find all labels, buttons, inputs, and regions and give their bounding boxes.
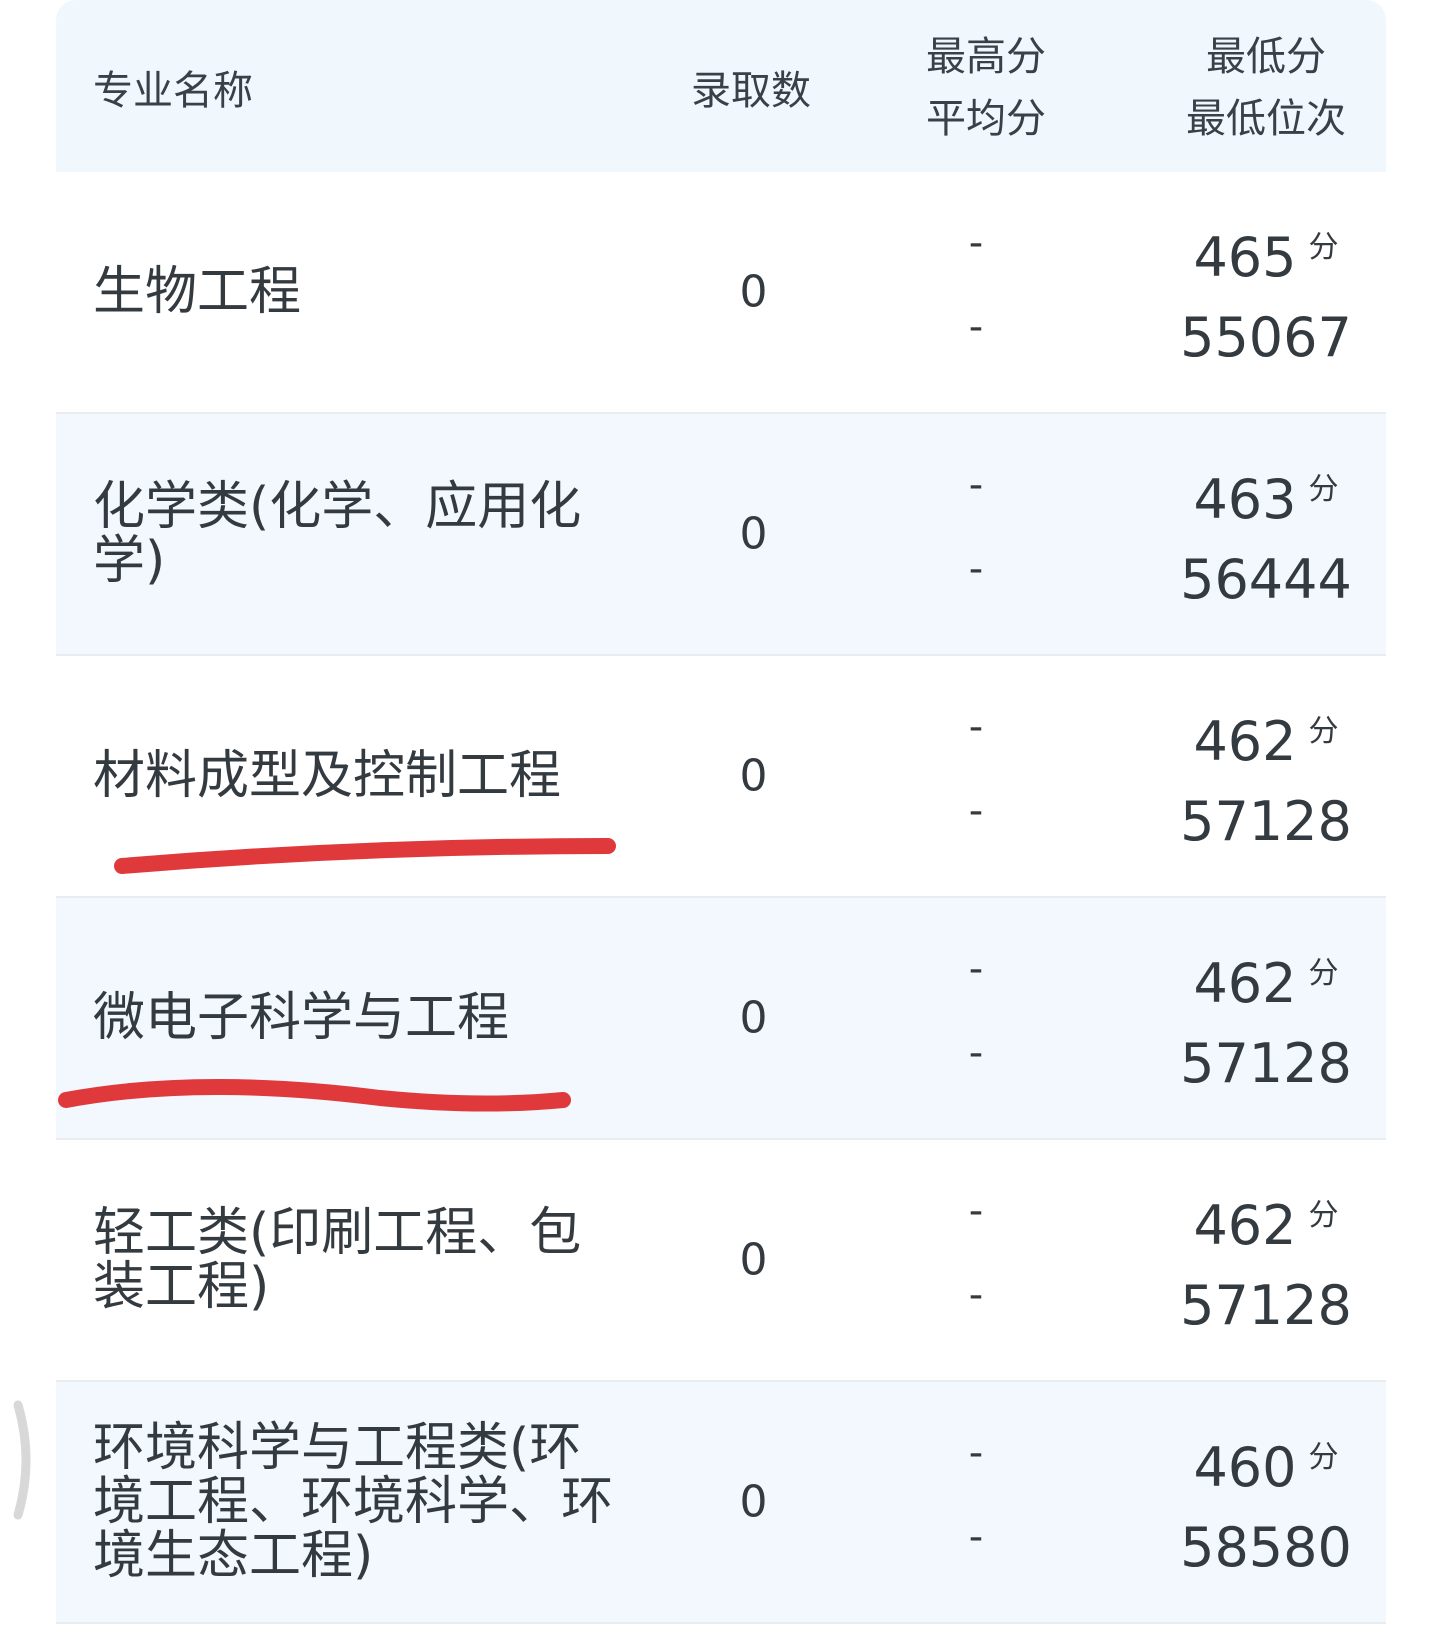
admit-count: 0 — [739, 1476, 768, 1528]
min-rank: 57128 — [1180, 1274, 1352, 1337]
admit-count: 0 — [739, 508, 768, 560]
header-max: 最高分 — [926, 34, 1046, 80]
min-score-value: 462 — [1193, 710, 1297, 773]
min-score-value: 462 — [1193, 1194, 1297, 1257]
score-unit: 分 — [1308, 714, 1339, 749]
min-score-value: 463 — [1193, 468, 1297, 531]
max-score: - — [968, 946, 984, 992]
min-score: 465 分 — [1156, 222, 1376, 289]
table-row[interactable]: 化学类(化学、应用化学) 0 - - 463 分 56444 — [56, 414, 1386, 656]
table-row[interactable]: 微电子科学与工程 0 - - 462 分 57128 — [56, 898, 1386, 1140]
min-score: 462 分 — [1156, 1190, 1376, 1257]
min-score: 462 分 — [1156, 706, 1376, 773]
header-rank: 最低位次 — [1186, 96, 1346, 142]
score-unit: 分 — [1308, 1198, 1339, 1233]
major-name: 轻工类(印刷工程、包装工程) — [93, 1203, 582, 1317]
max-score: - — [968, 220, 984, 266]
avg-score: - — [968, 788, 984, 834]
table-row[interactable]: 生物工程 0 - - 465 分 55067 — [56, 172, 1386, 414]
min-score: 460 分 — [1156, 1432, 1376, 1499]
score-unit: 分 — [1308, 1440, 1339, 1475]
min-score-value: 460 — [1193, 1436, 1297, 1499]
avg-score: - — [968, 546, 984, 592]
table-row[interactable]: 材料成型及控制工程 0 - - 462 分 57128 — [56, 656, 1386, 898]
header-max-avg: 最高分 平均分 — [916, 26, 1056, 150]
max-score: - — [968, 1188, 984, 1234]
max-score: - — [968, 704, 984, 750]
gray-arc-mark — [13, 1400, 31, 1520]
min-score-value: 462 — [1193, 952, 1297, 1015]
admit-count: 0 — [739, 1234, 768, 1286]
avg-score: - — [968, 304, 984, 350]
min-score-value: 465 — [1193, 226, 1297, 289]
min-rank: 57128 — [1180, 1032, 1352, 1095]
major-name: 材料成型及控制工程 — [93, 746, 562, 806]
min-rank: 56444 — [1180, 548, 1352, 611]
major-name: 生物工程 — [93, 262, 302, 322]
admission-table: 专业名称 录取数 最高分 平均分 最低分 最低位次 生物工程 0 - - 465… — [56, 0, 1386, 1624]
table-row[interactable]: 轻工类(印刷工程、包装工程) 0 - - 462 分 57128 — [56, 1140, 1386, 1382]
min-rank: 57128 — [1180, 790, 1352, 853]
avg-score: - — [968, 1514, 984, 1560]
header-min: 最低分 — [1206, 34, 1326, 80]
score-unit: 分 — [1308, 230, 1339, 265]
admit-count: 0 — [739, 266, 768, 318]
major-name: 微电子科学与工程 — [93, 988, 510, 1048]
avg-score: - — [968, 1030, 984, 1076]
admit-count: 0 — [739, 750, 768, 802]
min-rank: 58580 — [1180, 1516, 1352, 1579]
header-avg: 平均分 — [926, 96, 1046, 142]
header-count: 录取数 — [691, 68, 811, 114]
min-score: 462 分 — [1156, 948, 1376, 1015]
table-header: 专业名称 录取数 最高分 平均分 最低分 最低位次 — [56, 0, 1386, 172]
min-score: 463 分 — [1156, 464, 1376, 531]
table-row[interactable]: 环境科学与工程类(环境工程、环境科学、环境生态工程) 0 - - 460 分 58… — [56, 1382, 1386, 1624]
min-rank: 55067 — [1180, 306, 1352, 369]
avg-score: - — [968, 1272, 984, 1318]
score-unit: 分 — [1308, 472, 1339, 507]
admit-count: 0 — [739, 992, 768, 1044]
header-major-name: 专业名称 — [93, 68, 253, 114]
score-unit: 分 — [1308, 956, 1339, 991]
max-score: - — [968, 1430, 984, 1476]
max-score: - — [968, 462, 984, 508]
header-min-rank: 最低分 最低位次 — [1146, 26, 1386, 150]
major-name: 化学类(化学、应用化学) — [93, 477, 582, 591]
major-name: 环境科学与工程类(环境工程、环境科学、环境生态工程) — [93, 1418, 614, 1586]
